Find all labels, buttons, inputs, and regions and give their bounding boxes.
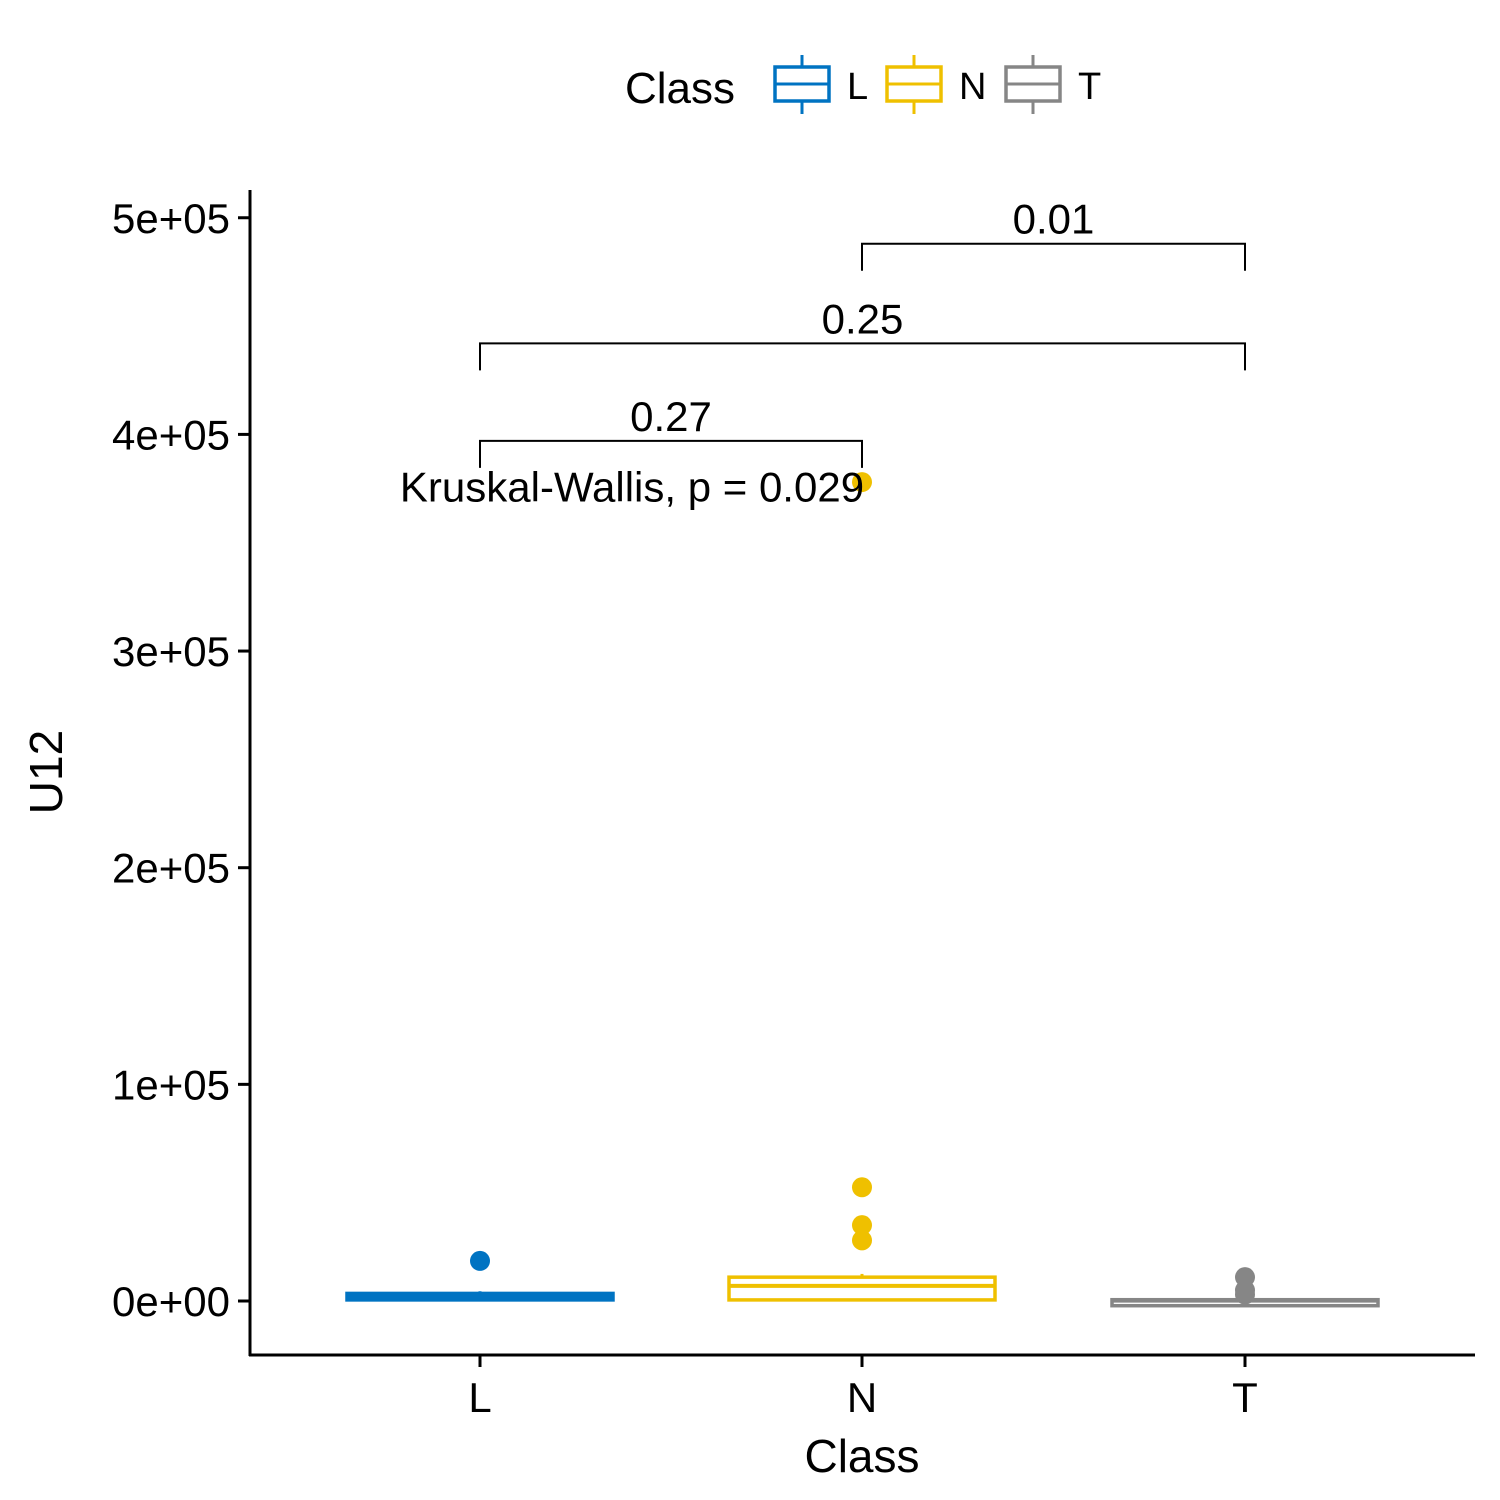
comparison-L-N: 0.27 — [479, 393, 863, 468]
global-test-label: Kruskal-Wallis, p = 0.029 — [400, 463, 864, 510]
legend-label: N — [959, 66, 986, 108]
y-tick-label: 5e+05 — [112, 195, 230, 242]
legend-item-N: N — [885, 55, 986, 114]
legend-label: T — [1078, 66, 1101, 108]
y-axis: 0e+00 1e+05 2e+05 3e+05 4e+05 5e+05 — [112, 190, 252, 1356]
legend-label: L — [847, 66, 868, 108]
box-body — [727, 1275, 997, 1302]
y-tick-label: 4e+05 — [112, 411, 230, 458]
comparison-brackets: 0.27 0.25 0.01 — [479, 196, 1246, 468]
y-tick-label: 0e+00 — [112, 1278, 230, 1325]
y-axis-title: U12 — [20, 730, 72, 814]
box-outlier — [852, 472, 872, 493]
box-L — [345, 1250, 615, 1302]
box-outlier — [852, 1215, 872, 1236]
comparison-bracket — [861, 242, 1246, 271]
legend-item-T: T — [1004, 55, 1101, 114]
comparison-N-T: 0.01 — [861, 196, 1246, 271]
comparison-p-value: 0.27 — [630, 393, 712, 440]
comparison-bracket — [479, 342, 1246, 371]
legend-item-L: L — [773, 55, 868, 114]
legend-title: Class — [625, 64, 735, 113]
comparison-bracket — [479, 439, 863, 468]
comparison-p-value: 0.01 — [1013, 196, 1095, 243]
y-tick-label: 3e+05 — [112, 628, 230, 675]
y-ticks: 0e+00 1e+05 2e+05 3e+05 4e+05 5e+05 — [112, 195, 250, 1325]
x-axis-title: Class — [804, 1430, 919, 1482]
y-tick-label: 1e+05 — [112, 1061, 230, 1108]
box-T — [1110, 1267, 1380, 1308]
box-plots — [345, 472, 1380, 1308]
comparison-p-value: 0.25 — [822, 295, 904, 342]
box-outlier — [1235, 1284, 1255, 1305]
y-tick-label: 2e+05 — [112, 845, 230, 892]
x-tick-label: L — [468, 1374, 491, 1421]
box-outlier — [852, 1177, 872, 1198]
box-outlier — [852, 1230, 872, 1251]
box-outlier — [470, 1250, 490, 1271]
legend: Class L N T — [625, 55, 1101, 114]
box-N — [727, 472, 997, 1302]
comparison-L-T: 0.25 — [479, 295, 1246, 371]
x-tick-label: T — [1232, 1374, 1258, 1421]
x-tick-label: N — [847, 1374, 877, 1421]
